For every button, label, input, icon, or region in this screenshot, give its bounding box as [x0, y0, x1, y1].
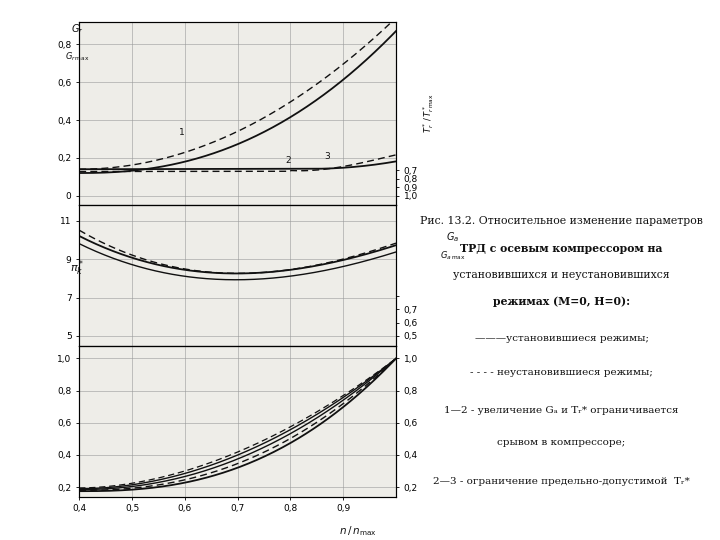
- Text: 1: 1: [179, 128, 185, 137]
- Text: режимах (M=0, H=0):: режимах (M=0, H=0):: [493, 296, 630, 307]
- Text: ———установившиеся режимы;: ———установившиеся режимы;: [474, 334, 649, 342]
- Text: $G_a$: $G_a$: [446, 230, 459, 244]
- Text: 1—2 - увеличение Gₐ и Tᵣ* ограничивается: 1—2 - увеличение Gₐ и Tᵣ* ограничивается: [444, 407, 679, 415]
- Text: $G_r$: $G_r$: [71, 23, 84, 36]
- Text: 2: 2: [285, 156, 291, 165]
- Text: срывом в компрессоре;: срывом в компрессоре;: [498, 438, 626, 447]
- Text: $G_{r\,\rm max}$: $G_{r\,\rm max}$: [66, 51, 90, 64]
- Text: установившихся и неустановившихся: установившихся и неустановившихся: [454, 270, 670, 280]
- Text: $G_{a\,\rm max}$: $G_{a\,\rm max}$: [440, 249, 466, 262]
- Text: $\pi_k^*$: $\pi_k^*$: [71, 259, 85, 278]
- Text: 3: 3: [325, 152, 330, 161]
- Text: - - - - неустановившиеся режимы;: - - - - неустановившиеся режимы;: [470, 368, 653, 376]
- Text: 2—3 - ограничение предельно-допустимой  Tᵣ*: 2—3 - ограничение предельно-допустимой T…: [433, 477, 690, 486]
- Y-axis label: $T_r^*\,/\,T_{r\,\rm max}^*$: $T_r^*\,/\,T_{r\,\rm max}^*$: [420, 93, 436, 133]
- Text: ТРД с осевым компрессором на: ТРД с осевым компрессором на: [460, 242, 663, 254]
- Text: $n\,/\,n_{\rm max}$: $n\,/\,n_{\rm max}$: [339, 524, 377, 538]
- Text: Рис. 13.2. Относительное изменение параметров: Рис. 13.2. Относительное изменение парам…: [420, 217, 703, 226]
